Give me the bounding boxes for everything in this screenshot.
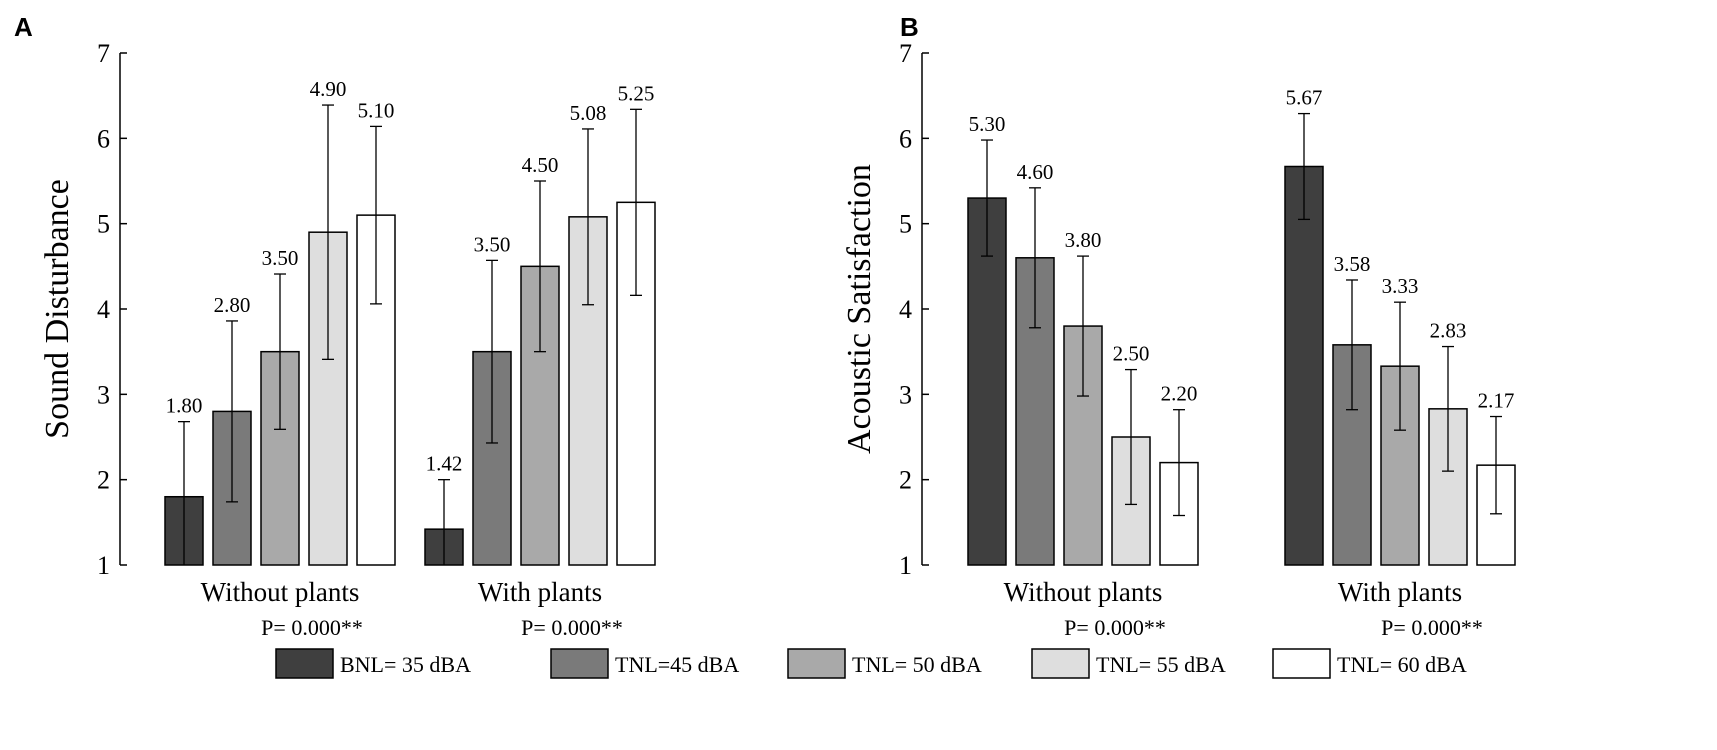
- legend-swatch: [1273, 649, 1330, 678]
- data-label: 3.50: [474, 232, 511, 256]
- y-tick-label: 2: [899, 466, 912, 495]
- y-tick-label: 2: [97, 466, 110, 495]
- p-value-label: P= 0.000**: [521, 615, 623, 640]
- legend-label: TNL=45 dBA: [615, 652, 739, 677]
- bar: [1285, 166, 1323, 565]
- category-label: With plants: [478, 577, 602, 607]
- y-tick-label: 7: [97, 39, 110, 68]
- y-tick-label: 4: [97, 295, 110, 324]
- y-tick-label: 5: [97, 210, 110, 239]
- data-label: 3.50: [262, 246, 299, 270]
- data-label: 4.50: [522, 153, 559, 177]
- y-tick-label: 7: [899, 39, 912, 68]
- y-tick-label: 6: [97, 124, 110, 153]
- legend: BNL= 35 dBA TNL=45 dBA TNL= 50 dBA TNL= 55 …: [276, 649, 1467, 678]
- data-label: 5.10: [358, 98, 395, 122]
- y-tick-label: 5: [899, 210, 912, 239]
- category-label: With plants: [1338, 577, 1462, 607]
- data-label: 3.80: [1065, 228, 1102, 252]
- data-label: 3.33: [1382, 274, 1419, 298]
- data-label: 1.42: [426, 452, 463, 476]
- category-label: Without plants: [1004, 577, 1163, 607]
- data-label: 5.67: [1286, 86, 1323, 110]
- data-label: 4.90: [310, 77, 347, 101]
- y-tick-label: 1: [899, 551, 912, 580]
- y-tick-label: 1: [97, 551, 110, 580]
- data-label: 2.50: [1113, 342, 1150, 366]
- data-label: 2.83: [1430, 319, 1467, 343]
- legend-swatch: [551, 649, 608, 678]
- p-value-label: P= 0.000**: [1064, 615, 1166, 640]
- panel-label-a: A: [14, 12, 33, 42]
- legend-swatch: [276, 649, 333, 678]
- legend-label: TNL= 50 dBA: [852, 652, 982, 677]
- chart-panel-a: 1 2 3 4 5 6 7 Sound Disturbance 1.80 2.80 3.50 4.90…: [39, 39, 655, 640]
- p-value-label: P= 0.000**: [1381, 615, 1483, 640]
- legend-swatch: [1032, 649, 1089, 678]
- data-label: 2.20: [1161, 382, 1198, 406]
- legend-label: BNL= 35 dBA: [340, 652, 471, 677]
- y-axis-title: Sound Disturbance: [39, 179, 76, 439]
- y-tick-label: 4: [899, 295, 912, 324]
- panel-label-b: B: [900, 12, 919, 42]
- data-label: 2.17: [1478, 389, 1515, 413]
- data-label: 5.08: [570, 101, 607, 125]
- legend-label: TNL= 55 dBA: [1096, 652, 1226, 677]
- p-value-label: P= 0.000**: [261, 615, 363, 640]
- category-label: Without plants: [201, 577, 360, 607]
- legend-swatch: [788, 649, 845, 678]
- data-label: 3.58: [1334, 252, 1371, 276]
- data-label: 5.30: [969, 112, 1006, 136]
- data-label: 4.60: [1017, 160, 1054, 184]
- y-axis-title: Acoustic Satisfaction: [841, 164, 878, 454]
- y-tick-label: 3: [899, 380, 912, 409]
- figure: A B 1 2 3 4 5 6 7 Sound Disturbance 1.80 2.80 3.50…: [0, 0, 1717, 750]
- chart-panel-b: 1 2 3 4 5 6 7 Acoustic Satisfaction 5.30 4.60 3.80…: [841, 39, 1515, 640]
- data-label: 5.25: [618, 81, 655, 105]
- data-label: 1.80: [166, 394, 203, 418]
- data-label: 2.80: [214, 293, 251, 317]
- y-tick-label: 3: [97, 380, 110, 409]
- y-tick-label: 6: [899, 124, 912, 153]
- legend-label: TNL= 60 dBA: [1337, 652, 1467, 677]
